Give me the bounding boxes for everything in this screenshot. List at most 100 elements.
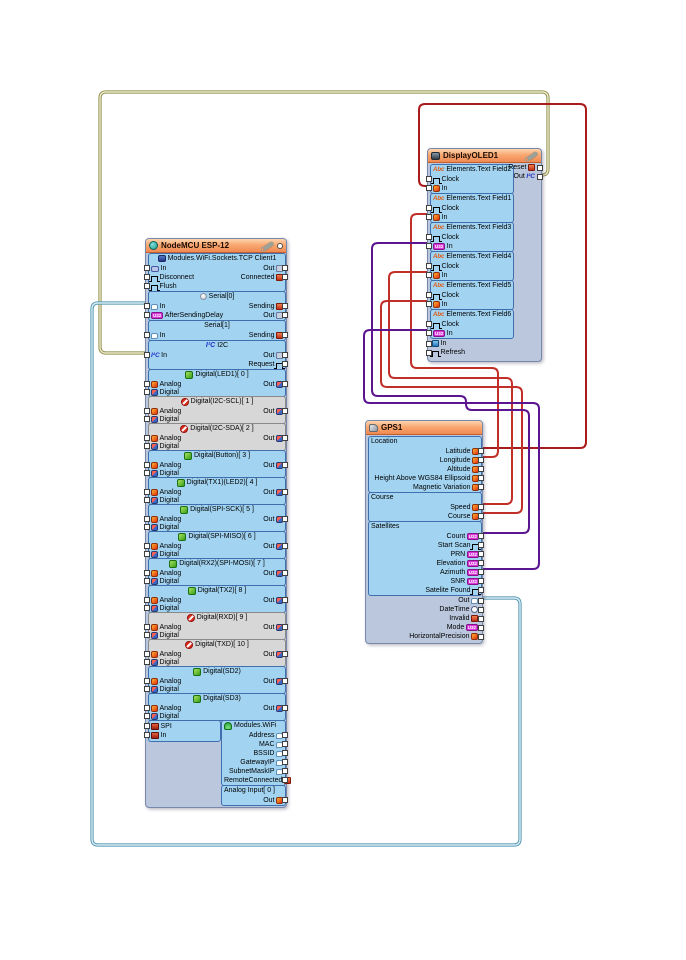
pin-clock[interactable]: Clock bbox=[431, 204, 459, 213]
pin-analog[interactable]: Analog bbox=[151, 704, 181, 713]
connector-in[interactable] bbox=[426, 330, 432, 336]
pin-analog[interactable]: Analog bbox=[151, 569, 181, 578]
pin-digital[interactable]: Digital bbox=[151, 686, 179, 695]
connector-start-scan[interactable] bbox=[478, 542, 484, 548]
connector-in[interactable] bbox=[426, 341, 432, 347]
pin-analog[interactable]: Analog bbox=[151, 542, 181, 551]
gps-header[interactable]: GPS1 bbox=[366, 421, 482, 435]
pin-digital[interactable]: Digital bbox=[151, 659, 179, 668]
connector-request[interactable] bbox=[282, 361, 288, 367]
connector-aftersendingdelay[interactable] bbox=[144, 312, 150, 318]
pin-analog[interactable]: Analog bbox=[151, 596, 181, 605]
connector-digital[interactable] bbox=[144, 578, 150, 585]
pin-in[interactable]: In bbox=[151, 302, 165, 311]
pin-start-scan[interactable]: Start Scan bbox=[438, 541, 481, 550]
connector-mac[interactable] bbox=[282, 741, 288, 747]
pin-speed[interactable]: Speed bbox=[450, 503, 479, 512]
pin-analog[interactable]: Analog bbox=[151, 488, 181, 497]
connector-in[interactable] bbox=[426, 301, 432, 307]
connector-invalid[interactable] bbox=[478, 616, 484, 622]
pin-digital[interactable]: Digital bbox=[151, 389, 179, 398]
connector-horizontalprecision[interactable] bbox=[478, 634, 484, 640]
pin-altitude[interactable]: Altitude bbox=[447, 465, 479, 474]
connector-connected[interactable] bbox=[282, 274, 288, 280]
wire-gps-speed-to-oled-field4-in[interactable] bbox=[388, 271, 513, 505]
pin-in[interactable]: In bbox=[151, 264, 166, 273]
pin-aftersendingdelay[interactable]: U32 AfterSendingDelay bbox=[151, 311, 223, 320]
pin-clock[interactable]: Clock bbox=[431, 320, 459, 329]
pin-in[interactable]: In bbox=[433, 213, 447, 222]
connector-speed[interactable] bbox=[478, 504, 484, 510]
block-gps[interactable]: GPS1 Location Latitude Longitude Altitude Hei… bbox=[365, 420, 484, 644]
pin-count[interactable]: Count U32 bbox=[447, 532, 479, 541]
pin-out[interactable]: Out bbox=[263, 542, 283, 551]
pin-digital[interactable]: Digital bbox=[151, 713, 179, 722]
pin-in[interactable]: In bbox=[433, 300, 447, 309]
pin-digital[interactable]: Digital bbox=[151, 443, 179, 452]
connector-clock[interactable] bbox=[426, 263, 432, 269]
connector-reset[interactable] bbox=[537, 165, 543, 171]
connector-out[interactable] bbox=[282, 596, 288, 603]
pin-out[interactable]: Out bbox=[263, 677, 283, 686]
pin-latitude[interactable]: Latitude bbox=[446, 447, 479, 456]
pin-sending[interactable]: Sending bbox=[249, 331, 283, 340]
pin-out[interactable]: Out bbox=[263, 264, 283, 273]
pin-out[interactable]: Out bbox=[263, 351, 283, 360]
pin-course[interactable]: Course bbox=[448, 512, 479, 521]
pin-horizontalprecision[interactable]: HorizontalPrecision bbox=[409, 632, 478, 641]
pin-in[interactable]: In bbox=[433, 184, 447, 193]
connector-clock[interactable] bbox=[426, 234, 432, 240]
pin-in[interactable]: U32 In bbox=[433, 329, 453, 338]
wrench-icon[interactable] bbox=[262, 240, 275, 251]
connector-out[interactable] bbox=[282, 623, 288, 630]
connector-datetime[interactable] bbox=[478, 607, 484, 613]
connector-clock[interactable] bbox=[426, 292, 432, 298]
connector-out[interactable] bbox=[282, 461, 288, 468]
connector-in[interactable] bbox=[426, 185, 432, 191]
connector-out[interactable] bbox=[282, 407, 288, 414]
connector-latitude[interactable] bbox=[478, 448, 484, 454]
pin-digital[interactable]: Digital bbox=[151, 470, 179, 479]
connector-elevation[interactable] bbox=[478, 560, 484, 566]
block-oled[interactable]: DisplayOLED1 Abc Elements.Text Field2 Clock… bbox=[426, 148, 543, 362]
pin-out[interactable]: Out bbox=[263, 569, 283, 578]
pin-clock[interactable]: Clock bbox=[431, 262, 459, 271]
connector-snr[interactable] bbox=[478, 578, 484, 584]
connector-out[interactable] bbox=[282, 434, 288, 441]
connector-analog[interactable] bbox=[144, 623, 150, 630]
pin-request[interactable]: Request bbox=[248, 360, 285, 369]
pin-analog[interactable]: Analog bbox=[151, 380, 181, 389]
pin-flush[interactable]: Flush bbox=[149, 282, 177, 291]
connector-analog[interactable] bbox=[144, 407, 150, 414]
pin-out[interactable]: Out bbox=[263, 515, 283, 524]
connector-prn[interactable] bbox=[478, 551, 484, 557]
connector-gatewayip[interactable] bbox=[282, 759, 288, 765]
connector-digital[interactable] bbox=[144, 686, 150, 693]
connector-analog[interactable] bbox=[144, 596, 150, 603]
connector-out[interactable] bbox=[537, 174, 543, 180]
pin-subnetmaskip[interactable]: SubnetMaskIP bbox=[229, 767, 283, 776]
connector-satelite-found[interactable] bbox=[478, 587, 484, 593]
connector-digital[interactable] bbox=[144, 605, 150, 612]
connector-in[interactable] bbox=[426, 243, 432, 249]
connector-in[interactable] bbox=[144, 332, 150, 338]
connector-disconnect[interactable] bbox=[144, 274, 150, 280]
connector-analog[interactable] bbox=[144, 704, 150, 711]
pin-in[interactable]: In bbox=[433, 271, 447, 280]
pin-in[interactable]: In bbox=[151, 331, 165, 340]
connector-digital[interactable] bbox=[144, 497, 150, 504]
pin-out[interactable]: Out bbox=[263, 596, 283, 605]
pin-prn[interactable]: PRN U32 bbox=[450, 550, 479, 559]
wire-gps-azimuth-to-oled-field6-in[interactable] bbox=[363, 329, 540, 570]
connector-count[interactable] bbox=[478, 533, 484, 539]
pin-address[interactable]: Address bbox=[249, 731, 283, 740]
pin-clock[interactable]: Clock bbox=[431, 175, 459, 184]
connector-analog[interactable] bbox=[144, 677, 150, 684]
pin-out[interactable]: Out I²C bbox=[514, 172, 535, 181]
connector-in[interactable] bbox=[144, 352, 150, 358]
connector-flush[interactable] bbox=[144, 283, 150, 289]
wire-gps-longitude-to-oled-field1-in[interactable] bbox=[410, 213, 499, 458]
nodemcu-header[interactable]: NodeMCU ESP-12 bbox=[146, 239, 286, 253]
connector-in[interactable] bbox=[144, 265, 150, 271]
pin-out[interactable]: Out bbox=[263, 434, 283, 443]
